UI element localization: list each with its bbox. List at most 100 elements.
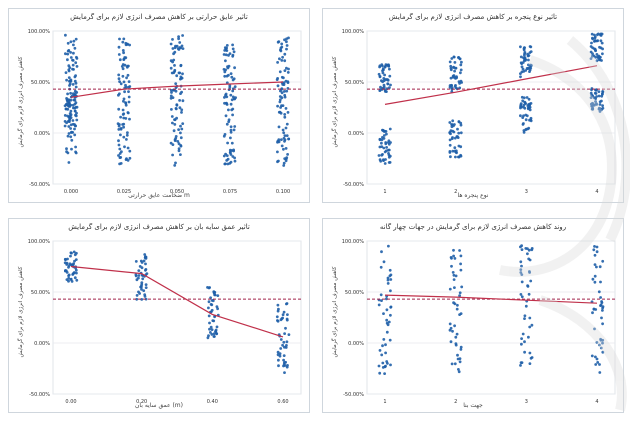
data-point <box>74 258 78 261</box>
data-point <box>389 363 392 367</box>
data-point <box>595 59 599 63</box>
data-point <box>179 63 183 67</box>
data-point <box>590 41 593 45</box>
data-point <box>449 155 452 159</box>
data-point <box>453 324 456 328</box>
data-point <box>454 155 457 159</box>
data-point <box>119 156 123 159</box>
data-point <box>525 96 529 99</box>
data-point <box>450 123 454 126</box>
data-point <box>69 109 73 113</box>
data-point <box>282 354 286 357</box>
data-point <box>458 294 461 298</box>
data-point <box>137 276 140 280</box>
data-point <box>222 68 226 71</box>
data-point <box>65 261 69 265</box>
data-point <box>69 131 73 134</box>
data-point <box>208 327 211 331</box>
data-point <box>70 147 73 151</box>
data-point <box>522 96 526 100</box>
data-point <box>122 80 126 84</box>
data-point <box>283 115 287 119</box>
data-point <box>389 313 392 317</box>
data-point <box>179 75 183 79</box>
y-tick-label: -50.00% <box>343 392 364 398</box>
chart-panel-orientation: روند کاهش مصرف انرژی لازم برای گرمایش در… <box>322 218 624 413</box>
data-point <box>457 368 460 371</box>
data-point <box>457 144 461 148</box>
x-tick-label: 3 <box>525 399 528 405</box>
data-point <box>173 46 177 50</box>
data-point <box>378 349 382 352</box>
data-point <box>285 47 288 51</box>
data-point <box>144 286 148 289</box>
data-point <box>72 98 76 102</box>
data-point <box>212 319 216 323</box>
data-point <box>71 83 75 86</box>
data-point <box>230 75 234 79</box>
data-point <box>448 328 452 332</box>
data-point <box>208 321 211 325</box>
data-point <box>387 320 391 324</box>
data-point <box>128 149 132 153</box>
data-point <box>225 74 229 78</box>
data-point <box>591 52 594 56</box>
data-point <box>143 253 147 256</box>
data-point <box>527 63 530 67</box>
data-point <box>232 97 236 101</box>
data-point <box>73 127 76 131</box>
data-point <box>520 264 523 268</box>
data-point <box>281 128 285 132</box>
data-point <box>380 353 384 357</box>
data-point <box>232 50 236 54</box>
data-point <box>128 117 131 121</box>
data-point <box>452 130 456 134</box>
data-point <box>452 55 456 59</box>
data-point <box>180 108 184 112</box>
x-axis-label: ضخامت عایق حرارتی m <box>128 192 190 199</box>
data-point <box>594 355 597 359</box>
data-point <box>519 105 522 108</box>
data-point <box>526 247 529 250</box>
chart-title: تاثیر عمق سایه بان بر کاهش مصرف انرژی لا… <box>68 223 250 231</box>
data-point <box>283 52 287 56</box>
data-point <box>458 313 461 316</box>
y-tick-label: -50.00% <box>29 392 50 398</box>
data-point <box>181 34 185 37</box>
data-point <box>285 344 288 347</box>
data-point <box>277 358 280 362</box>
data-point <box>68 112 72 115</box>
data-point <box>520 361 524 364</box>
data-point <box>231 47 235 51</box>
x-tick-label: 0.050 <box>170 189 184 195</box>
data-point <box>69 40 73 44</box>
data-point <box>450 264 453 268</box>
data-point <box>454 150 458 154</box>
data-point <box>521 67 525 71</box>
data-point <box>169 66 173 70</box>
data-point <box>66 257 69 261</box>
data-point <box>66 52 70 56</box>
data-point <box>122 116 126 120</box>
data-point <box>599 338 603 342</box>
data-point <box>65 103 68 107</box>
data-point <box>180 90 184 94</box>
data-point <box>210 328 214 331</box>
data-point <box>180 44 184 48</box>
x-tick-label: 0.000 <box>64 189 78 195</box>
data-point <box>380 145 384 149</box>
data-point <box>222 53 226 56</box>
data-point <box>519 72 522 75</box>
data-point <box>276 150 279 154</box>
data-point <box>283 90 286 93</box>
data-point <box>454 335 458 339</box>
data-point <box>226 157 230 161</box>
data-point <box>207 334 210 338</box>
data-point <box>74 81 78 85</box>
data-point <box>224 53 228 57</box>
data-point <box>122 135 126 139</box>
data-point <box>284 360 287 364</box>
data-point <box>527 97 531 101</box>
data-point <box>173 118 176 121</box>
data-point <box>64 269 67 272</box>
